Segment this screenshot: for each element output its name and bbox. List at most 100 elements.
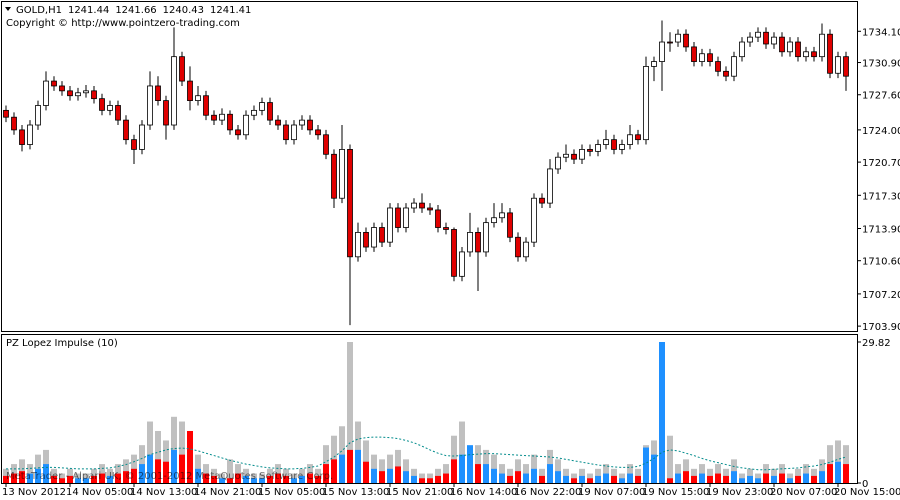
candle-body (467, 231, 473, 253)
candle-body (323, 134, 329, 155)
impulse-bar (491, 468, 497, 483)
impulse-bar (123, 459, 129, 483)
impulse-bar (467, 445, 473, 483)
impulse-bar (219, 473, 225, 483)
impulse-bar (227, 459, 233, 483)
x-tick-label: 15 Nov 13:00 (322, 487, 389, 498)
menu-icon[interactable] (5, 7, 11, 11)
candle-body (171, 56, 177, 126)
candle-body (403, 207, 409, 228)
candle-body (243, 114, 249, 136)
quote-value: 1241.66 (115, 5, 156, 16)
impulse-bar (515, 471, 521, 483)
candle-body (339, 149, 345, 199)
impulse-bar (803, 473, 809, 483)
impulse-bar (739, 473, 745, 483)
candle-body (803, 51, 809, 58)
impulse-bar (35, 468, 41, 483)
signal-line (6, 436, 847, 471)
x-tick-label: 19 Nov 15:00 (642, 487, 709, 498)
candle-body (275, 119, 281, 126)
impulse-bar (147, 421, 153, 483)
impulse-bar (283, 475, 289, 483)
candle-body (387, 207, 393, 243)
y-tick-label: 1727.60 (862, 91, 900, 102)
x-tick-label: 16 Nov 22:00 (514, 487, 581, 498)
candle-body (315, 129, 321, 136)
impulse-bar (579, 475, 585, 483)
impulse-bar (27, 473, 33, 483)
indicator-title: PZ Lopez Impulse (10) (6, 338, 118, 349)
candle-body (123, 119, 129, 141)
candle-body (651, 61, 657, 67)
y-tick-label: 1703.90 (862, 322, 900, 333)
impulse-bar (171, 449, 177, 483)
candle-body (27, 124, 33, 145)
candle-body (483, 222, 489, 253)
impulse-bar (251, 478, 257, 483)
impulse-bar (755, 478, 761, 483)
impulse-bar (315, 475, 321, 483)
impulse-bar (539, 475, 545, 483)
candle-body (203, 95, 209, 116)
impulse-bar (347, 449, 353, 483)
candle-body (771, 36, 777, 45)
impulse-bar (211, 475, 217, 483)
candle-body (347, 149, 353, 258)
impulse-bar (139, 464, 145, 483)
impulse-bar (267, 475, 273, 483)
candle-body (763, 31, 769, 45)
candle-body (699, 53, 705, 62)
impulse-bar (259, 473, 265, 483)
impulse-bar (667, 435, 673, 483)
impulse-bar (571, 473, 577, 483)
impulse-bar (707, 475, 713, 483)
candle-body (667, 41, 673, 44)
impulse-bar (147, 454, 153, 483)
candle-body (115, 105, 121, 121)
impulse-bar (227, 478, 233, 483)
impulse-bar (819, 459, 825, 483)
impulse-bar (667, 478, 673, 483)
candle-body (627, 134, 633, 145)
impulse-bar (323, 464, 329, 483)
candle-body (363, 231, 369, 248)
candle-body (571, 153, 577, 160)
impulse-bar (643, 447, 649, 483)
y-tick-label: 1720.70 (862, 158, 900, 169)
impulse-bar (403, 459, 409, 483)
candle-body (755, 31, 761, 38)
x-tick-label: 14 Nov 13:00 (130, 487, 197, 498)
candle-body (715, 61, 721, 72)
impulse-bar (619, 478, 625, 483)
candle-body (835, 56, 841, 74)
candle-body (675, 33, 681, 43)
candle-body (795, 41, 801, 58)
impulse-bar (59, 473, 65, 483)
impulse-bar (75, 473, 81, 483)
impulse-bar (347, 341, 353, 483)
quote-value: 1240.43 (163, 5, 204, 16)
impulse-bar (363, 461, 369, 483)
candle-body (3, 109, 9, 118)
candle-body (147, 85, 153, 126)
impulse-bar (235, 473, 241, 483)
impulse-bar (395, 466, 401, 483)
candle-body (59, 85, 65, 92)
impulse-bar (603, 473, 609, 483)
impulse-bar (139, 445, 145, 483)
candle-body (427, 207, 433, 211)
impulse-bar (515, 459, 521, 483)
copyright: Copyright © http://www.pointzero-trading… (6, 18, 240, 29)
candle-body (531, 197, 537, 243)
candle-body (195, 95, 201, 102)
candle-body (731, 56, 737, 77)
impulse-bar (787, 478, 793, 483)
impulse-bar (59, 478, 65, 483)
impulse-bar (755, 473, 761, 483)
impulse-bar (123, 471, 129, 483)
candle-body (163, 100, 169, 126)
impulse-bar (459, 454, 465, 483)
impulse-bar (843, 445, 849, 483)
impulse-bar (83, 473, 89, 483)
